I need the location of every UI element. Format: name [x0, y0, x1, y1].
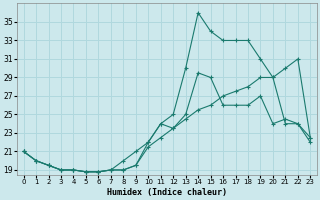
X-axis label: Humidex (Indice chaleur): Humidex (Indice chaleur): [107, 188, 227, 197]
